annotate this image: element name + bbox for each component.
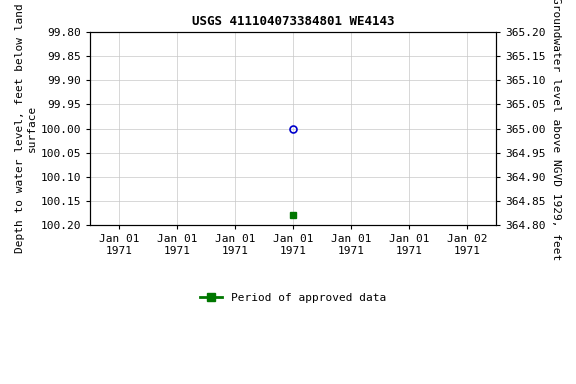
Legend: Period of approved data: Period of approved data [195,289,391,308]
Title: USGS 411104073384801 WE4143: USGS 411104073384801 WE4143 [192,15,395,28]
Y-axis label: Depth to water level, feet below land
surface: Depth to water level, feet below land su… [15,4,37,253]
Y-axis label: Groundwater level above NGVD 1929, feet: Groundwater level above NGVD 1929, feet [551,0,561,260]
